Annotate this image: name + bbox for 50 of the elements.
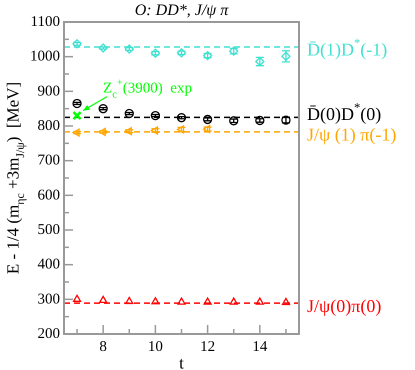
point: [230, 297, 238, 305]
x-axis-title: t: [179, 353, 184, 370]
point: [202, 125, 210, 134]
point: [124, 127, 132, 136]
ref-line-label: J/ψ (1) π(-1): [307, 124, 396, 145]
ref-line-label: D̄(1)D*(-1): [307, 36, 388, 60]
point: [98, 43, 108, 53]
x-tick-label: 8: [99, 338, 107, 355]
point: [151, 297, 160, 304]
x-tick-label: 12: [200, 338, 216, 355]
y-tick-label: 400: [38, 256, 60, 273]
point: [124, 44, 134, 54]
chart-title: O: DD*, J/ψ π: [134, 2, 230, 20]
ref-line-label: D̄(0)D*(0): [307, 100, 382, 124]
point: [203, 297, 212, 305]
y-tick-label: 1000: [30, 48, 60, 65]
point: [176, 113, 186, 122]
y-axis-title: E - 1/4 (mηc +3mJ/ψ) [MeV]: [3, 82, 27, 274]
y-tick-label: 800: [38, 118, 60, 134]
y-tick-label: 900: [38, 83, 60, 100]
y-tick-label: 200: [38, 326, 60, 342]
point: [176, 125, 184, 134]
point: [72, 294, 82, 302]
point: [98, 128, 106, 136]
ref-line-label: J/ψ(0)π(0): [307, 296, 382, 316]
y-tick-label: 1100: [30, 14, 60, 30]
point: [150, 48, 160, 58]
point: [124, 108, 134, 118]
point: [256, 297, 264, 305]
point: [99, 296, 108, 304]
y-tick-label: 700: [38, 152, 60, 169]
point: [72, 98, 82, 108]
point: [125, 296, 134, 304]
point: [98, 104, 108, 114]
y-tick-label: 600: [38, 187, 60, 204]
point: [72, 39, 82, 48]
y-tick-label: 500: [38, 222, 60, 238]
point: [72, 128, 80, 137]
point: [177, 297, 186, 305]
point: [150, 110, 160, 120]
x-tick-label: 10: [148, 338, 163, 355]
point: [202, 114, 212, 124]
point: [229, 116, 238, 126]
point: [255, 116, 264, 126]
y-tick-label: 300: [38, 291, 60, 308]
point: [150, 126, 158, 135]
point: [176, 48, 186, 58]
point: [282, 298, 290, 306]
x-tick-label: 14: [252, 338, 268, 355]
point: [72, 110, 82, 120]
